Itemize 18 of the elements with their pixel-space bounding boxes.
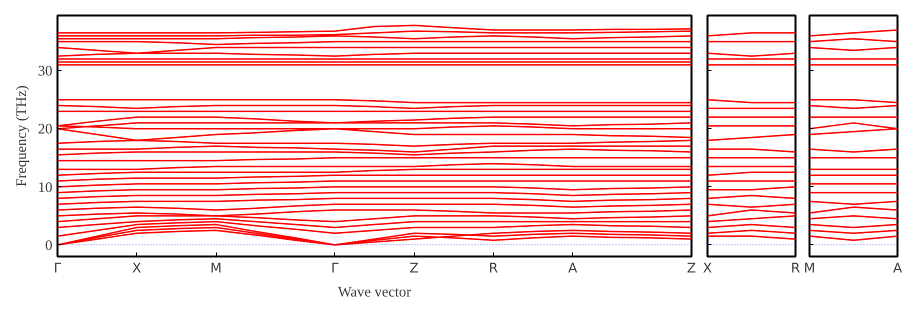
x-tick-label: M <box>210 262 222 276</box>
x-tick-label: Γ <box>54 262 62 276</box>
y-axis-title: Frequency (THz) <box>14 85 30 187</box>
y-tick-label: 10 <box>38 180 52 196</box>
x-tick-label: X <box>702 262 712 276</box>
x-tick-label: R <box>790 262 800 276</box>
y-tick-label: 0 <box>45 238 52 254</box>
x-tick-label: Z <box>410 262 419 276</box>
x-tick-label: R <box>488 262 498 276</box>
x-tick-label: Z <box>686 262 696 276</box>
x-tick-label: A <box>892 262 902 276</box>
x-tick-label: A <box>568 262 578 276</box>
x-tick-label: X <box>132 262 142 276</box>
x-tick-label: M <box>804 262 816 276</box>
x-tick-label: Γ <box>331 262 340 276</box>
y-tick-label: 30 <box>38 64 52 80</box>
x-axis-title: Wave vector <box>338 284 412 300</box>
y-tick-label: 20 <box>38 122 52 138</box>
